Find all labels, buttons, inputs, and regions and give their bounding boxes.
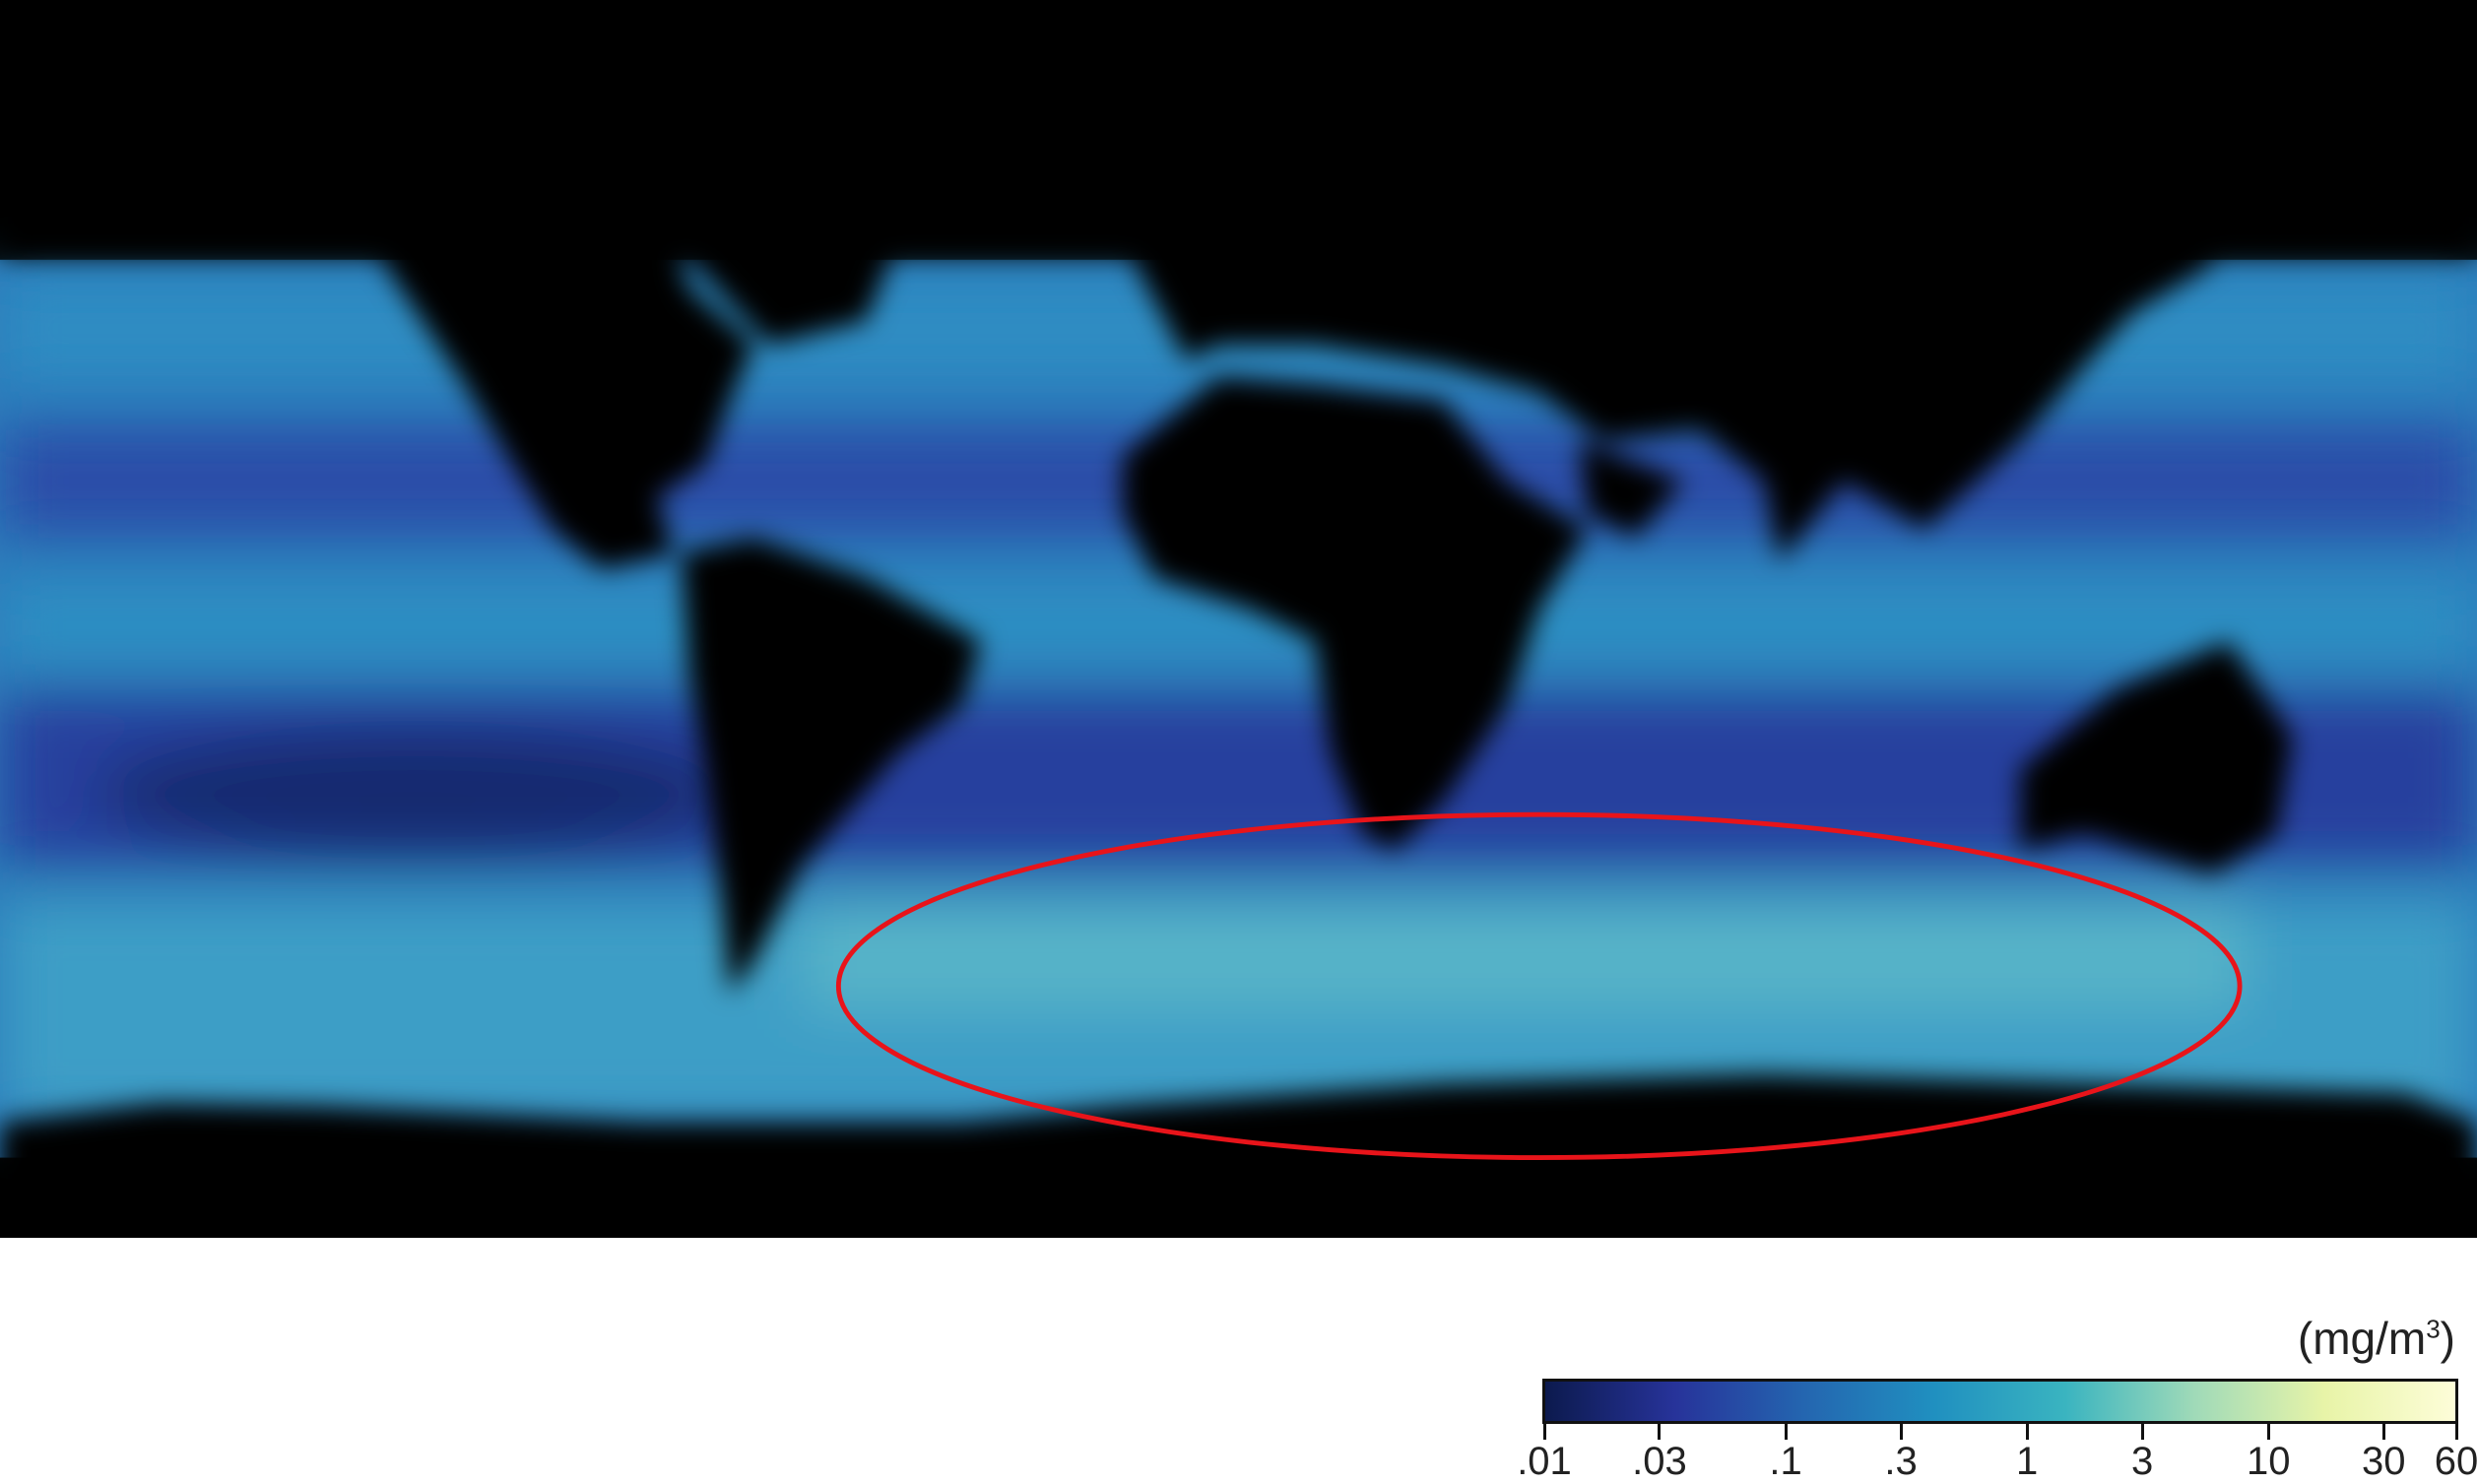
north-america bbox=[368, 240, 754, 570]
unit-superscript: 3 bbox=[2426, 1314, 2441, 1344]
highlight-ellipse bbox=[835, 811, 2243, 1161]
unit-text: (mg/m bbox=[2297, 1313, 2427, 1364]
colorbar-tick bbox=[2025, 1424, 2029, 1440]
colorbar-tick bbox=[1899, 1424, 1903, 1440]
colorbar-tick bbox=[2266, 1424, 2270, 1440]
colorbar-tick bbox=[2140, 1424, 2144, 1440]
colorbar-tick-label: .3 bbox=[1884, 1440, 1918, 1483]
colorbar-tick-label: 30 bbox=[2361, 1440, 2406, 1483]
australia bbox=[2020, 641, 2293, 874]
colorbar-tick-label: .1 bbox=[1769, 1440, 1802, 1483]
colorbar-tick bbox=[2381, 1424, 2385, 1440]
colorbar-tick bbox=[1542, 1424, 1546, 1440]
colorbar-tick-label: 10 bbox=[2247, 1440, 2291, 1483]
unit-close: ) bbox=[2440, 1313, 2455, 1364]
colorbar-tick-label: 1 bbox=[2016, 1440, 2039, 1483]
colorbar-tick-label: 3 bbox=[2131, 1440, 2154, 1483]
colorbar-tick bbox=[1784, 1424, 1788, 1440]
colorbar-tick-label: 60 bbox=[2434, 1440, 2477, 1483]
ocean-chlorophyll-map bbox=[0, 0, 2477, 1238]
arabia bbox=[1579, 440, 1684, 538]
greenland bbox=[673, 240, 898, 346]
colorbar-unit-label: (mg/m3) bbox=[2298, 1312, 2455, 1365]
colorbar bbox=[1542, 1379, 2458, 1424]
colorbar-tick bbox=[2454, 1424, 2458, 1440]
land-layer bbox=[0, 0, 2477, 1238]
africa bbox=[1122, 376, 1588, 850]
colorbar-tick bbox=[1658, 1424, 1662, 1440]
eurasia bbox=[1122, 240, 2213, 561]
colorbar-tick-label: .03 bbox=[1632, 1440, 1687, 1483]
south-america bbox=[681, 537, 982, 995]
colorbar-tick-label: .01 bbox=[1517, 1440, 1572, 1483]
antarctica bbox=[0, 1073, 2477, 1238]
